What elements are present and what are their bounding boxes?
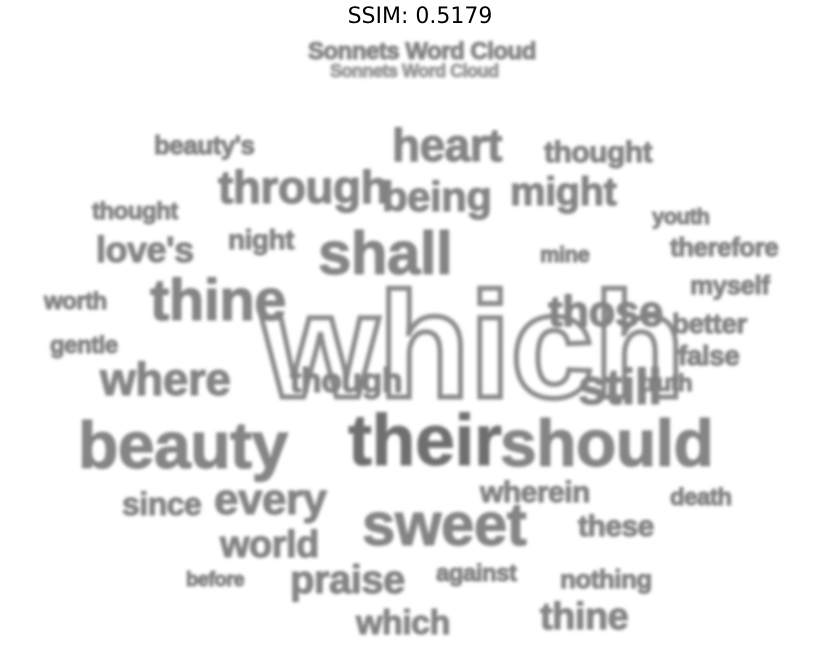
cloud-word: wherein [480,478,590,508]
cloud-word: world [220,526,319,564]
cloud-word: youth [652,206,709,228]
cloud-word: myself [690,272,769,298]
cloud-word: gentle [50,334,118,358]
cloud-word: against [436,562,517,586]
cloud-word: their [348,405,502,477]
cloud-word: through [218,164,388,210]
cloud-word: thine [540,598,628,636]
cloud-word: where [100,356,230,402]
cloud-word: therefore [670,234,778,260]
cloud-word: Sonnets Word Cloud [330,62,499,80]
cloud-word: death [670,486,732,510]
cloud-word: praise [290,560,405,600]
cloud-word: mine [540,244,589,266]
cloud-word: thine [150,272,286,330]
cloud-word: false [678,342,739,370]
cloud-word: nothing [560,566,652,592]
cloud-word: shall [318,224,452,284]
cloud-word: these [578,512,654,542]
cloud-word: which [356,606,450,640]
cloud-word: beauty [78,412,288,478]
cloud-word: might [510,172,616,212]
cloud-word: thought [544,138,652,168]
cloud-word: since [122,488,201,520]
cloud-word: better [672,310,747,338]
cloud-word: night [228,226,294,254]
cloud-word: though [290,364,402,398]
cloud-word: before [186,570,244,590]
cloud-word: every [214,478,327,522]
cloud-word: being [382,176,492,218]
cloud-word: those [548,290,663,334]
cloud-word: worth [44,290,107,314]
cloud-word: thought [92,200,178,224]
cloud-word: beauty's [154,132,254,158]
cloud-word: heart [392,122,502,168]
cloud-word: should [500,410,713,476]
cloud-word: truth [640,372,692,396]
cloud-word: love's [96,232,194,268]
